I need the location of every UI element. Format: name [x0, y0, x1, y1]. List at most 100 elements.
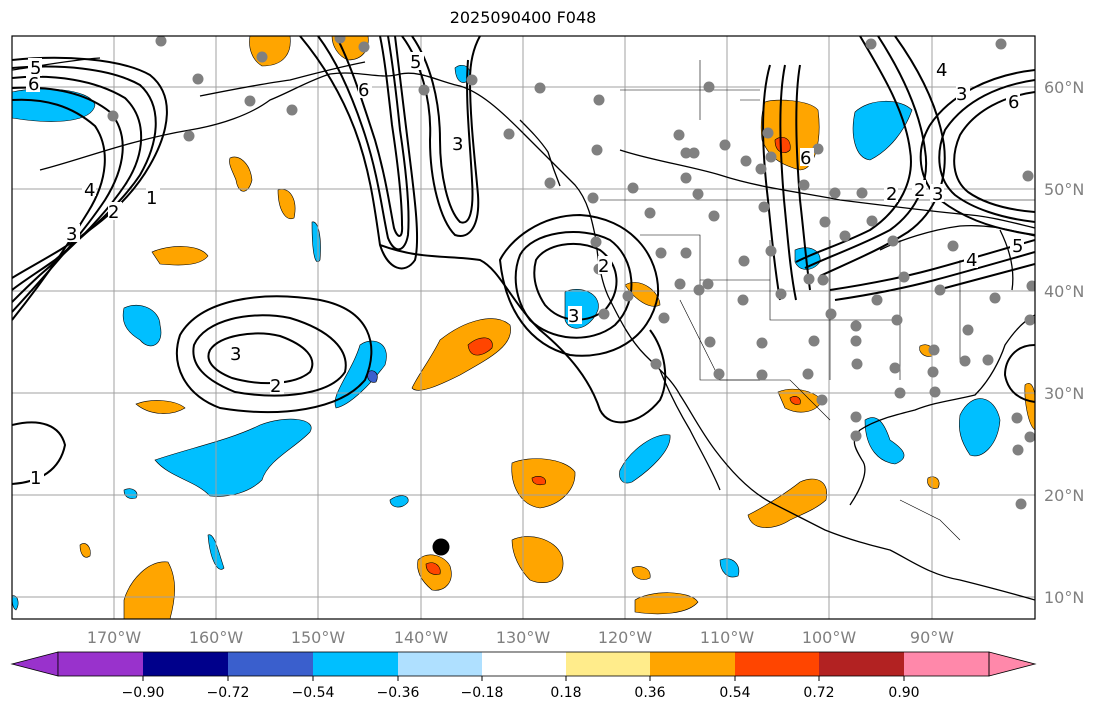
colorbar-tick-label: −0.72 [207, 685, 250, 701]
colorbar-segment [143, 652, 228, 676]
negative-anomaly-area [389, 495, 409, 508]
contour-label: 6 [28, 74, 39, 95]
positive-anomaly-area [631, 566, 651, 580]
colorbar-segment [566, 652, 650, 676]
contour-label: 4 [966, 250, 977, 271]
lon-label: 150°W [291, 628, 346, 647]
lat-label: 60°N [1044, 78, 1084, 97]
contour-label: 2 [270, 376, 281, 397]
positive-anomaly-area [229, 156, 253, 192]
positive-anomaly-area [123, 561, 175, 619]
colorbar: −0.90 −0.72 −0.54 −0.36 −0.18 0.18 0.36 … [10, 651, 1037, 701]
positive-anomaly-area [624, 282, 661, 307]
colorbar-segment [313, 652, 398, 676]
colorbar-tick-label: 0.18 [550, 685, 581, 701]
contour-label: 1 [146, 188, 157, 209]
contour-label: 3 [568, 306, 579, 327]
colorbar-tick-label: −0.18 [461, 685, 504, 701]
graticule [12, 36, 1035, 619]
lon-label: 170°W [87, 628, 142, 647]
colorbar-tick-label: 0.72 [803, 685, 834, 701]
positive-anomaly-area [425, 562, 441, 575]
negative-anomaly-area [959, 398, 1001, 457]
colorbar-segment [398, 652, 482, 676]
positive-anomaly-area [467, 337, 493, 356]
contour-label: 3 [956, 84, 967, 105]
contour-label: 2 [886, 184, 897, 205]
positive-anomaly-area [1024, 382, 1035, 431]
map-frame [11, 35, 1036, 620]
colorbar-segment [819, 652, 904, 676]
lon-label: 90°W [910, 628, 954, 647]
positive-anomaly-area [531, 476, 546, 486]
colorbar-tick-label: −0.36 [377, 685, 420, 701]
contour-label: 2 [914, 180, 925, 201]
colorbar-outline [57, 651, 990, 677]
negative-anomaly-area [154, 418, 312, 497]
colorbar-segment [650, 652, 735, 676]
lon-label: 160°W [189, 628, 244, 647]
lat-label: 20°N [1044, 486, 1084, 505]
contour-label: 3 [932, 184, 943, 205]
lon-label: 120°W [598, 628, 653, 647]
contour-label: 4 [936, 60, 947, 81]
lat-label: 50°N [1044, 180, 1084, 199]
contour-label: 2 [108, 202, 119, 223]
positive-anomaly-area [411, 318, 511, 391]
colorbar-low-extension [10, 651, 59, 677]
contour-label: 6 [800, 148, 811, 169]
colorbar-tick-label: 0.90 [888, 685, 919, 701]
contour-label: 5 [30, 58, 41, 79]
positive-anomaly-area [79, 543, 91, 558]
positive-anomaly-area [789, 396, 801, 405]
anomaly-fill-layer [12, 36, 1035, 619]
negative-anomaly-area [122, 304, 162, 347]
positive-anomaly-area [634, 592, 699, 615]
colorbar-high-extension [988, 651, 1037, 677]
colorbar-segment [58, 652, 143, 676]
negative-anomaly-area [852, 100, 913, 161]
contour-label: 6 [1008, 92, 1019, 113]
lat-label: 10°N [1044, 588, 1084, 607]
lon-label: 140°W [394, 628, 449, 647]
negative-anomaly-area [719, 558, 740, 578]
colorbar-segment [228, 652, 313, 676]
positive-anomaly-area [277, 189, 296, 220]
contour-label: 5 [1012, 236, 1023, 257]
contour-label: 5 [410, 52, 421, 73]
contour-label: 6 [358, 80, 369, 101]
longitude-labels: 170°W 160°W 150°W 140°W 130°W 120°W 110°… [87, 628, 954, 647]
contour-label: 2 [598, 256, 609, 277]
positive-anomaly-area [747, 478, 827, 528]
negative-anomaly-area [334, 340, 387, 409]
lon-label: 110°W [700, 628, 755, 647]
positive-anomaly-area [135, 400, 186, 414]
positive-anomaly-area [927, 476, 940, 489]
negative-anomaly-area [367, 370, 378, 383]
storm-center-marker [432, 538, 450, 556]
lon-label: 130°W [496, 628, 551, 647]
positive-anomaly-area [151, 246, 209, 266]
negative-anomaly-area [864, 417, 905, 465]
colorbar-tick-label: 0.54 [719, 685, 750, 701]
contour-label: 1 [30, 468, 41, 489]
colorbar-tick-label: 0.36 [634, 685, 665, 701]
colorbar-tick-label: −0.54 [292, 685, 335, 701]
lat-label: 40°N [1044, 282, 1084, 301]
positive-anomaly-area [511, 536, 564, 584]
colorbar-segment [904, 652, 989, 676]
colorbar-segment [482, 652, 566, 676]
colorbar-tick-label: −0.90 [122, 685, 165, 701]
lat-label: 30°N [1044, 384, 1084, 403]
contour-label: 4 [84, 180, 95, 201]
contour-label: 3 [66, 224, 77, 245]
contour-label: 3 [230, 344, 241, 365]
negative-anomaly-area [619, 434, 671, 484]
colorbar-segment [735, 652, 819, 676]
contour-label-group: 5 6 4 3 2 1 3 2 6 3 5 2 3 1 [26, 52, 1024, 489]
lon-label: 100°W [802, 628, 857, 647]
latitude-labels: 60°N 50°N 40°N 30°N 20°N 10°N [1044, 78, 1084, 607]
station-markers [107, 36, 1035, 510]
height-contours [12, 36, 1035, 485]
map-title: 2025090400 F048 [449, 8, 597, 27]
